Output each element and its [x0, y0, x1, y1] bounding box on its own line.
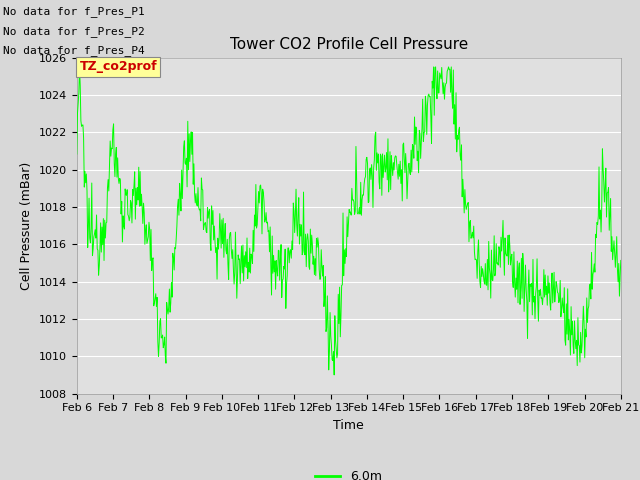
- X-axis label: Time: Time: [333, 419, 364, 432]
- Text: No data for f_Pres_P1: No data for f_Pres_P1: [3, 6, 145, 17]
- Title: Tower CO2 Profile Cell Pressure: Tower CO2 Profile Cell Pressure: [230, 37, 468, 52]
- Text: TZ_co2prof: TZ_co2prof: [79, 60, 157, 73]
- Text: No data for f_Pres_P4: No data for f_Pres_P4: [3, 45, 145, 56]
- Text: No data for f_Pres_P2: No data for f_Pres_P2: [3, 25, 145, 36]
- Legend: 6.0m: 6.0m: [310, 465, 387, 480]
- Y-axis label: Cell Pressure (mBar): Cell Pressure (mBar): [20, 161, 33, 290]
